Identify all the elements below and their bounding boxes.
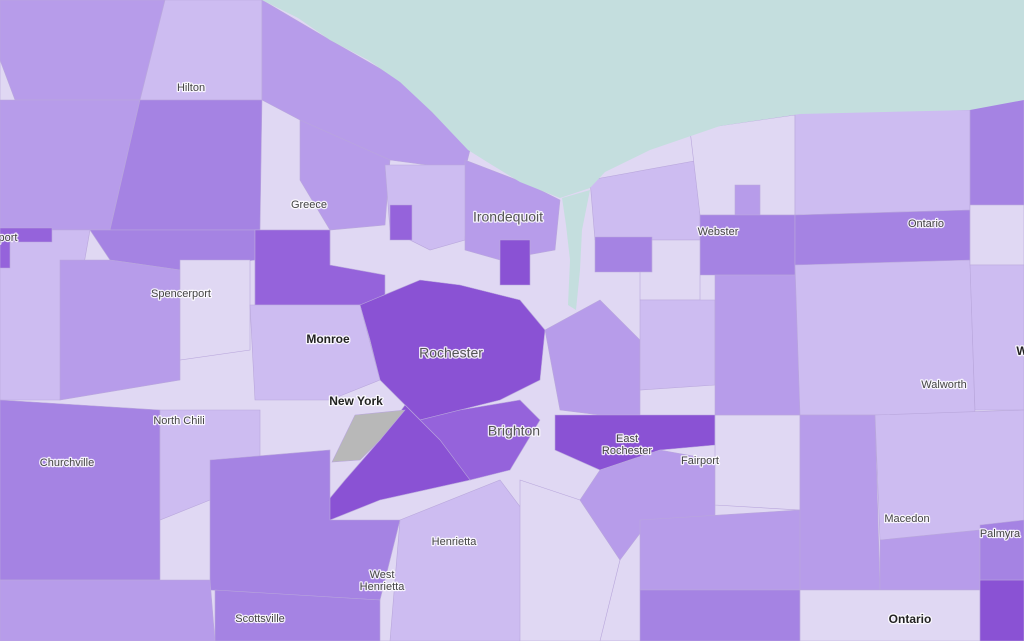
- place-label: Irondequoit: [473, 209, 543, 225]
- place-label: Fairport: [681, 455, 719, 467]
- place-label: Walworth: [921, 379, 966, 391]
- place-label: Palmyra: [980, 528, 1021, 540]
- place-label: Henrietta: [432, 536, 478, 548]
- place-label: Churchville: [40, 457, 94, 469]
- place-label: Webster: [698, 226, 739, 238]
- place-label: Henrietta: [360, 581, 406, 593]
- place-label: Spencerport: [151, 288, 211, 300]
- place-label: North Chili: [153, 415, 204, 427]
- place-label: Monroe: [306, 332, 350, 346]
- place-label: East: [616, 433, 638, 445]
- place-label: Brighton: [488, 423, 540, 439]
- place-label: Hilton: [177, 82, 205, 94]
- place-label: Macedon: [884, 513, 929, 525]
- place-label: Rochester: [602, 445, 652, 457]
- place-label: port: [0, 232, 17, 244]
- lake-ontario: [262, 0, 1024, 198]
- irondequoit-bay: [562, 190, 590, 310]
- place-labels: port Hilton Greece Irondequoit Webster Ontari…: [0, 81, 1024, 628]
- place-label: Greece: [291, 199, 327, 211]
- place-label: Scottsville: [235, 613, 285, 625]
- place-label: Ontario: [908, 218, 944, 230]
- place-label: Rochester: [419, 345, 483, 361]
- place-label: W: [1016, 344, 1024, 358]
- place-label: West: [370, 569, 395, 581]
- place-label: Ontario: [889, 612, 932, 626]
- place-label: New York: [329, 394, 383, 408]
